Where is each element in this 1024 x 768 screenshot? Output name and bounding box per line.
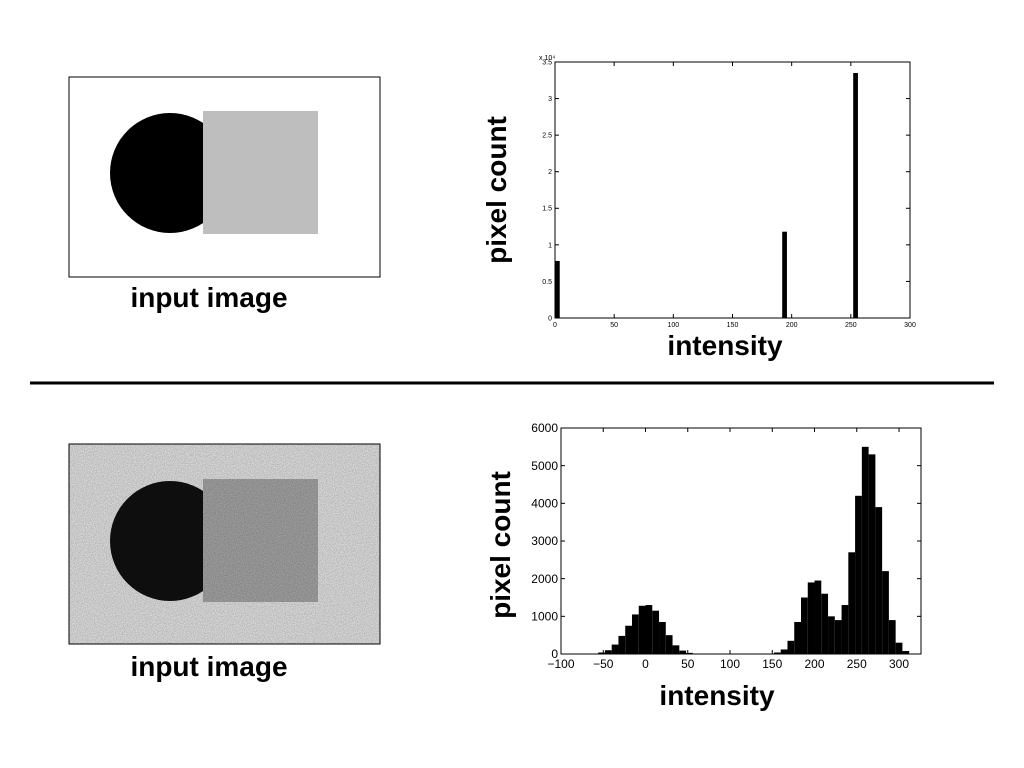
- histogram-bar: [861, 446, 869, 654]
- input-image: [68, 76, 381, 278]
- histogram-bar: [598, 652, 605, 654]
- histogram-bar: [895, 642, 903, 654]
- x-tick-label: 150: [762, 657, 782, 671]
- histogram-bar: [659, 621, 666, 654]
- y-tick-label: 1.5: [542, 206, 552, 213]
- y-axis-label: pixel count: [485, 471, 516, 619]
- histogram-bar: [652, 610, 660, 654]
- histogram-bar: [638, 605, 646, 654]
- histogram-bar: [807, 582, 815, 654]
- histogram-bar: [821, 593, 829, 654]
- noisy-input-image: [69, 444, 380, 644]
- histogram-bar: [848, 552, 856, 654]
- histogram-bar: [773, 652, 781, 654]
- x-axis-label: intensity: [659, 680, 775, 711]
- x-tick-label: 200: [805, 657, 825, 671]
- histogram-bar: [686, 652, 693, 654]
- histogram-bar: [801, 597, 808, 654]
- histogram-bar: [787, 640, 795, 654]
- y-tick-label: 0.5: [542, 279, 552, 286]
- x-tick-label: 0: [553, 322, 557, 329]
- y-tick-label: 0: [548, 315, 552, 322]
- histogram-bar: [888, 620, 896, 654]
- histogram-bar: [645, 605, 653, 654]
- y-multiplier: x 10⁴: [539, 55, 555, 62]
- y-tick-label: 4000: [531, 497, 558, 511]
- x-tick-label: 300: [889, 657, 909, 671]
- y-tick-label: 2: [548, 169, 552, 176]
- x-tick-label: −50: [593, 657, 614, 671]
- y-tick-label: 3: [548, 96, 552, 103]
- y-tick-label: 1: [548, 242, 552, 249]
- histogram-bar: [631, 614, 639, 654]
- plot-area: [555, 62, 910, 318]
- x-tick-label: 50: [681, 657, 695, 671]
- x-tick-label: 250: [845, 322, 857, 329]
- image-caption: input image: [130, 282, 287, 313]
- histogram-bar: [902, 650, 910, 654]
- x-tick-label: 250: [847, 657, 867, 671]
- y-tick-label: 2.5: [542, 133, 552, 140]
- y-tick-label: 0: [551, 647, 558, 661]
- image-caption: input image: [130, 651, 287, 682]
- histogram-bar: [882, 571, 889, 654]
- x-tick-label: 0: [642, 657, 649, 671]
- histogram-bar: [780, 649, 788, 654]
- x-tick-label: 100: [720, 657, 740, 671]
- x-tick-label: 150: [727, 322, 739, 329]
- y-tick-label: 6000: [531, 421, 558, 435]
- x-tick-label: 300: [904, 322, 916, 329]
- histogram-bar: [611, 644, 619, 654]
- image-border: [68, 443, 381, 645]
- histogram-bar: [853, 72, 858, 318]
- histogram-bar: [618, 635, 626, 654]
- y-tick-label: 2000: [531, 572, 558, 586]
- x-axis-label: intensity: [667, 330, 783, 361]
- histogram-bar: [828, 616, 835, 654]
- x-tick-label: −100: [547, 657, 574, 671]
- histogram-bar: [782, 231, 787, 318]
- y-tick-label: 1000: [531, 610, 558, 624]
- histogram-bar: [604, 650, 612, 654]
- histogram-bar: [875, 507, 883, 654]
- histogram-bar: [841, 605, 849, 654]
- x-tick-label: 200: [786, 322, 798, 329]
- histogram-bar: [868, 454, 876, 654]
- y-axis-label: pixel count: [481, 116, 512, 264]
- y-tick-label: 3000: [531, 534, 558, 548]
- histogram-bar: [625, 625, 632, 654]
- x-tick-label: 50: [610, 322, 618, 329]
- x-tick-label: 100: [667, 322, 679, 329]
- histogram-bar: [834, 620, 842, 654]
- histogram-bar: [814, 580, 822, 654]
- histogram-bar: [665, 635, 673, 654]
- y-tick-label: 3.5: [542, 59, 552, 66]
- y-tick-label: 5000: [531, 459, 558, 473]
- histogram-bar: [794, 621, 801, 654]
- histogram-bar: [555, 260, 560, 318]
- histogram-bar: [679, 650, 687, 654]
- histogram-bar: [672, 645, 680, 654]
- histogram-bar: [855, 495, 862, 654]
